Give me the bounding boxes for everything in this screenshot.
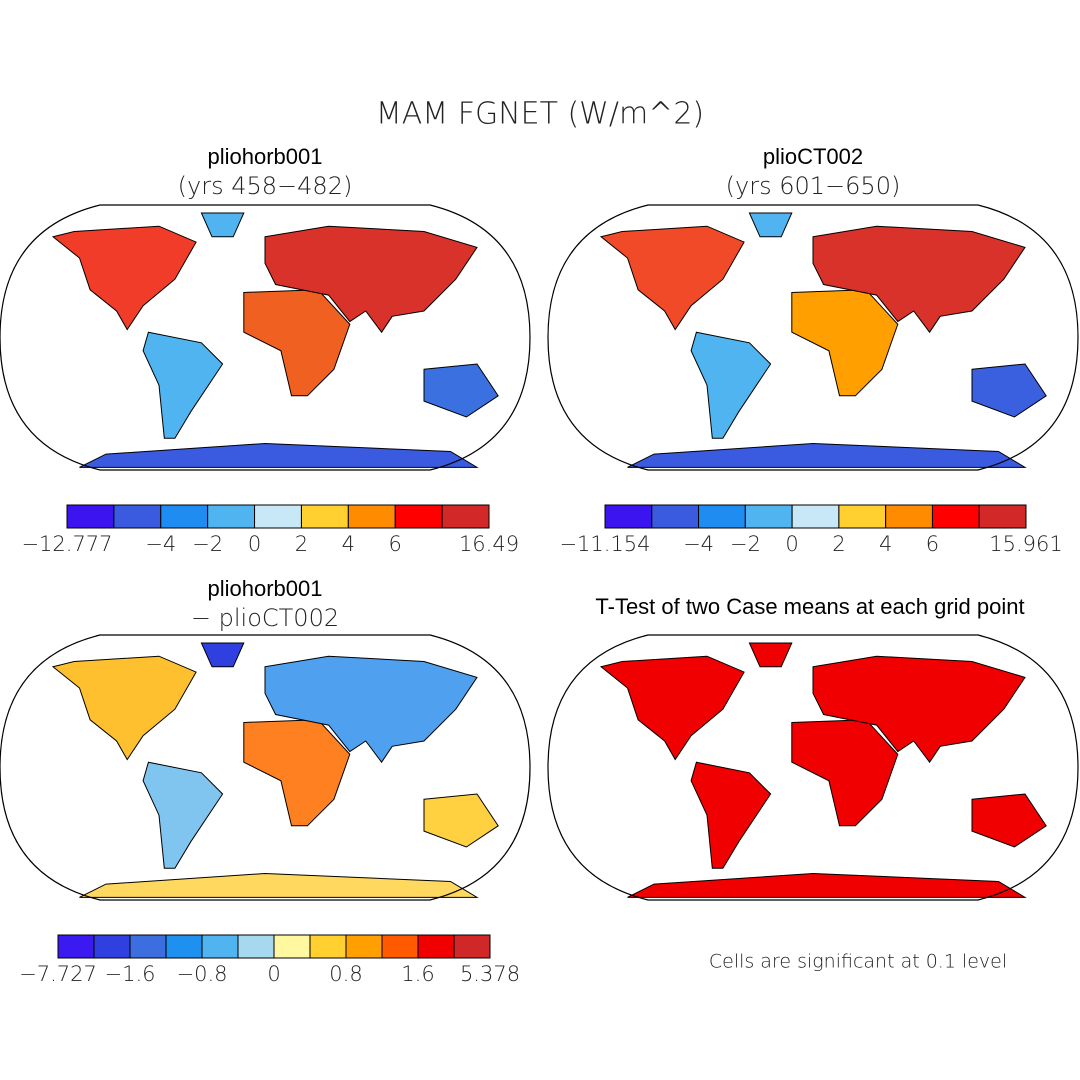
colorbar-swatch	[201, 934, 239, 959]
panel-title: T-Test of two Case means at each grid po…	[595, 594, 1024, 619]
map-outline	[0, 634, 531, 901]
landmass	[690, 761, 772, 869]
landmass	[264, 655, 478, 764]
colorbar-swatch	[207, 504, 256, 529]
colorbar-swatch	[838, 504, 887, 529]
colorbar-swatch	[237, 934, 275, 959]
map-outline	[0, 204, 531, 471]
landmass	[423, 363, 499, 418]
colorbar-swatch	[165, 934, 203, 959]
colorbar-swatch	[57, 934, 95, 959]
colorbar-swatch	[345, 934, 383, 959]
colorbar-swatch	[885, 504, 933, 529]
colorbar-label: 0.8	[329, 962, 362, 986]
map-outline	[547, 634, 1079, 901]
landmass	[423, 793, 499, 848]
landmass	[51, 225, 197, 331]
landmass	[812, 225, 1026, 334]
colorbar-swatch	[931, 504, 980, 529]
colorbar-label: 0	[785, 532, 798, 556]
panel-subtitle: − plioCT002	[191, 604, 339, 632]
landmass	[200, 642, 245, 668]
landmass	[599, 655, 745, 761]
colorbar-label: 2	[832, 532, 845, 556]
colorbar-label: 15.961	[989, 532, 1062, 556]
panel-title: pliohorb001	[208, 576, 323, 601]
landmass	[51, 655, 197, 761]
colorbar-swatch	[273, 934, 311, 959]
colorbar-swatch	[309, 934, 347, 959]
colorbar-label: 5.378	[460, 962, 520, 986]
colorbar-swatch	[441, 504, 490, 529]
colorbar-label: 0	[267, 962, 280, 986]
colorbar-swatch	[160, 504, 209, 529]
colorbar-label: −4	[145, 532, 176, 556]
landmass	[599, 225, 745, 331]
colorbar-swatch	[698, 504, 746, 529]
colorbar-swatch	[254, 504, 302, 529]
colorbar-label: 6	[389, 532, 402, 556]
colorbar-label: 4	[879, 532, 892, 556]
colorbar-swatch	[417, 934, 455, 959]
colorbar-swatch	[66, 504, 115, 529]
colorbar-swatch	[93, 934, 131, 959]
colorbar-label: −2	[730, 532, 761, 556]
colorbar-swatch	[978, 504, 1027, 529]
landmass	[243, 289, 351, 397]
colorbar-swatch	[129, 934, 167, 959]
panel-subtitle: (yrs 458−482)	[178, 172, 353, 200]
colorbar-swatch	[791, 504, 840, 529]
colorbar-swatch	[604, 504, 653, 529]
landmass	[748, 642, 793, 668]
landmass	[791, 719, 899, 827]
map-outline	[547, 204, 1079, 471]
landmass	[243, 719, 351, 827]
colorbar-label: 0	[248, 532, 261, 556]
colorbar-label: −0.8	[177, 962, 228, 986]
landmass	[142, 331, 224, 439]
landmass	[79, 872, 479, 898]
landmass	[812, 655, 1026, 764]
colorbar-swatch	[394, 504, 443, 529]
landmass	[627, 442, 1027, 468]
colorbar-label: −7.727	[19, 962, 97, 986]
colorbar-label: 2	[295, 532, 308, 556]
colorbar-swatch	[113, 504, 162, 529]
landmass	[142, 761, 224, 869]
colorbar-swatch	[381, 934, 419, 959]
colorbar-label: −11.154	[559, 532, 650, 556]
colorbar-label: −2	[192, 532, 223, 556]
landmass	[79, 442, 479, 468]
colorbar-label: 6	[926, 532, 939, 556]
landmass	[690, 331, 772, 439]
colorbar-label: −1.6	[105, 962, 156, 986]
colorbar-swatch	[300, 504, 349, 529]
landmass	[200, 212, 245, 238]
colorbar-swatch	[651, 504, 700, 529]
landmass	[791, 289, 899, 397]
landmass	[748, 212, 793, 238]
panel-title: pliohorb001	[208, 144, 323, 169]
landmass	[627, 872, 1027, 898]
landmass	[971, 363, 1047, 418]
colorbar-label: 1.6	[401, 962, 434, 986]
colorbar-swatch	[744, 504, 793, 529]
colorbar-swatch	[347, 504, 396, 529]
colorbar-swatch	[453, 934, 491, 959]
colorbar-label: 16.49	[459, 532, 519, 556]
significance-note: Cells are significant at 0.1 level	[709, 951, 1007, 973]
panel-subtitle: (yrs 601−650)	[726, 172, 901, 200]
landmass	[264, 225, 478, 334]
figure-title: MAM FGNET (W/m^2)	[376, 97, 704, 132]
panel-title: plioCT002	[763, 144, 863, 169]
colorbar-label: −12.777	[21, 532, 112, 556]
colorbar-label: 4	[342, 532, 355, 556]
landmass	[971, 793, 1047, 848]
colorbar-label: −4	[683, 532, 714, 556]
